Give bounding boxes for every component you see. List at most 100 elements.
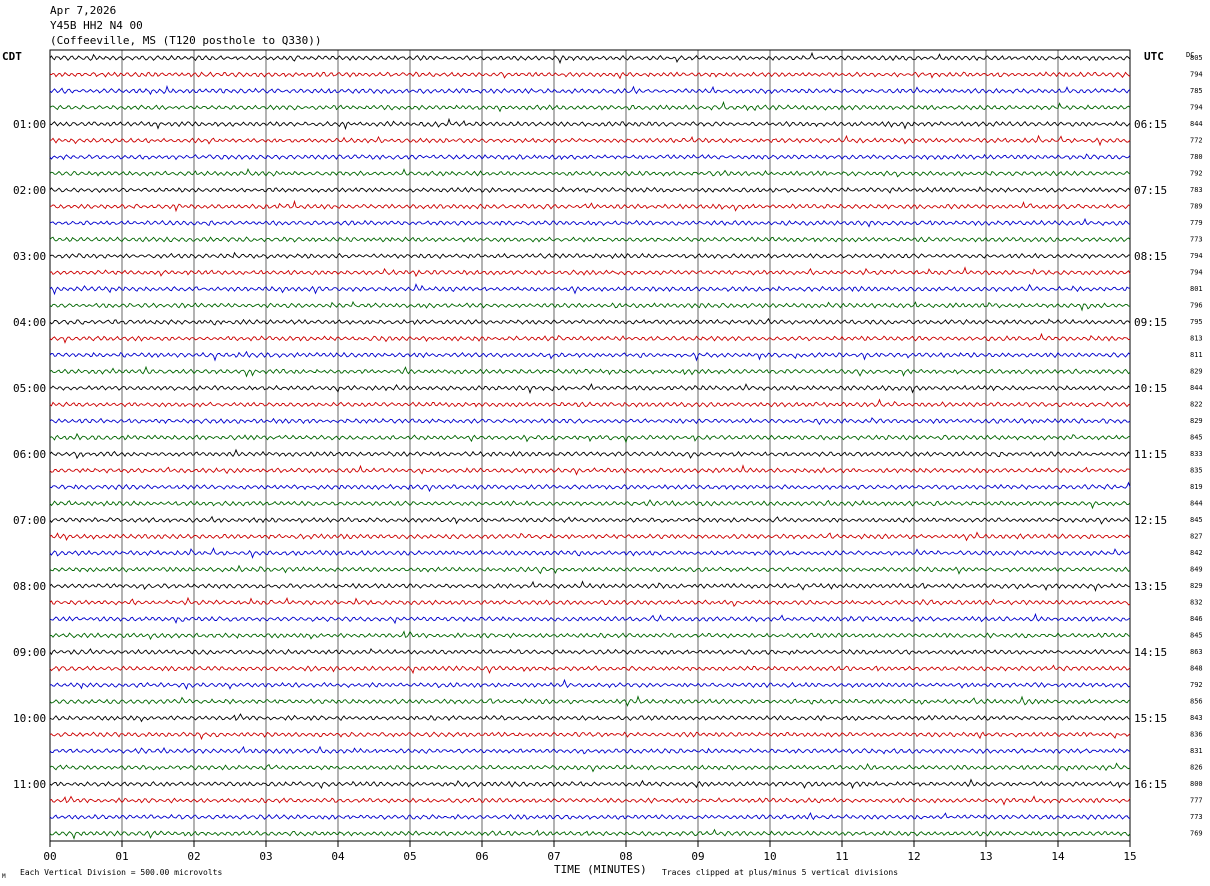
trace-line [49, 383, 1131, 395]
dc-offset-label: 794 [1190, 71, 1203, 79]
dc-offset-label: 842 [1190, 549, 1203, 557]
dc-offset-label: 822 [1190, 401, 1203, 409]
trace-line [49, 332, 1131, 344]
dc-offset-label: 794 [1190, 252, 1203, 260]
dc-offset-label: 779 [1190, 219, 1203, 227]
x-tick-label: 12 [907, 850, 920, 863]
trace-line [49, 731, 1131, 741]
trace-line [49, 398, 1131, 408]
dc-offset-label: 831 [1190, 747, 1203, 755]
left-hour-label: 02:00 [13, 184, 46, 197]
dc-offset-label: 777 [1190, 797, 1203, 805]
x-tick-label: 04 [331, 850, 345, 863]
dc-offset-label: 832 [1190, 599, 1203, 607]
left-hour-label: 06:00 [13, 448, 46, 461]
left-hour-label: 03:00 [13, 250, 46, 263]
dc-offset-label: 800 [1190, 780, 1203, 788]
x-tick-label: 07 [547, 850, 560, 863]
grid-lines [121, 50, 1059, 841]
dc-offset-label: 845 [1190, 516, 1203, 524]
trace-line [49, 417, 1131, 426]
dc-offset-label: 796 [1190, 302, 1203, 310]
trace-line [49, 664, 1131, 675]
dc-offset-label: 833 [1190, 450, 1203, 458]
dc-offset-label: 846 [1190, 615, 1203, 623]
dc-offset-label: 772 [1190, 137, 1203, 145]
right-hour-label: 07:15 [1134, 184, 1167, 197]
x-tick-label: 10 [763, 850, 776, 863]
dc-offset-label: 829 [1190, 417, 1203, 425]
trace-line [49, 153, 1131, 161]
x-tick-label: 13 [979, 850, 992, 863]
dc-offset-label: 827 [1190, 533, 1203, 541]
trace-line [49, 217, 1131, 228]
clip-note: Traces clipped at plus/minus 5 vertical … [662, 868, 898, 877]
dc-offset-label: 844 [1190, 120, 1203, 128]
x-tick-label: 06 [475, 850, 488, 863]
dc-offset-label: 794 [1190, 269, 1203, 277]
trace-line [49, 678, 1131, 690]
x-axis-ticks: 00 01 02 03 04 05 06 07 08 09 10 11 12 13 14 15 [43, 841, 1137, 863]
seismic-traces [49, 51, 1131, 840]
left-hour-label: 04:00 [13, 316, 46, 329]
plot-frame [49, 49, 1131, 842]
left-hour-label: 09:00 [13, 646, 46, 659]
trace-line [49, 580, 1131, 593]
trace-line [50, 630, 1131, 641]
trace-line [49, 547, 1131, 559]
trace-line [49, 762, 1131, 773]
trace-line [49, 531, 1131, 542]
right-hour-label: 11:15 [1134, 448, 1167, 461]
dc-offset-label: 792 [1190, 170, 1203, 178]
trace-line [49, 168, 1131, 178]
x-tick-label: 09 [691, 850, 704, 863]
trace-line [49, 564, 1131, 575]
station-location: (Coffeeville, MS (T120 posthole to Q330)… [50, 34, 322, 47]
right-hour-label: 09:15 [1134, 316, 1167, 329]
dc-offset-label: 848 [1190, 665, 1203, 673]
trace-line [50, 71, 1131, 80]
dc-offset-label: 769 [1190, 830, 1203, 838]
x-tick-label: 02 [187, 850, 200, 863]
dc-offset-label: 789 [1190, 203, 1203, 211]
trace-line [49, 499, 1131, 510]
trace-line [49, 464, 1131, 476]
x-tick-label: 14 [1051, 850, 1065, 863]
right-timezone-label: UTC [1144, 50, 1164, 63]
trace-line [49, 812, 1131, 821]
trace-line [49, 51, 1131, 65]
dc-offset-label: 826 [1190, 764, 1203, 772]
right-hour-label: 15:15 [1134, 712, 1167, 725]
dc-offset-label: 835 [1190, 467, 1203, 475]
trace-line [49, 186, 1131, 194]
left-timezone-label: CDT [2, 50, 22, 63]
left-hour-label: 05:00 [13, 382, 46, 395]
station-code: Y45B HH2 N4 00 [50, 19, 143, 32]
x-tick-label: 01 [115, 850, 128, 863]
dc-offset-label: 805 [1190, 54, 1203, 62]
left-hour-label: 10:00 [13, 712, 46, 725]
dc-offset-label: 773 [1190, 813, 1203, 821]
dc-offset-label: 773 [1190, 236, 1203, 244]
dc-offset-label: 785 [1190, 87, 1203, 95]
trace-line [49, 612, 1131, 625]
trace-line [49, 745, 1131, 755]
trace-line [49, 100, 1131, 113]
trace-line [49, 778, 1131, 790]
trace-line [49, 117, 1131, 131]
corner-mark: M [2, 873, 6, 880]
plot-date: Apr 7,2026 [50, 4, 117, 17]
dc-offset-label: 794 [1190, 104, 1203, 112]
x-tick-label: 08 [619, 850, 632, 863]
trace-line [49, 481, 1131, 493]
trace-line [49, 199, 1131, 213]
right-hour-labels: 06:15 07:15 08:15 09:15 10:15 11:15 12:15 13:15… [1134, 118, 1167, 791]
trace-line [49, 828, 1131, 840]
dc-offset-label: 813 [1190, 335, 1203, 343]
trace-line [49, 84, 1131, 96]
dc-offset-label: 819 [1190, 483, 1203, 491]
trace-line [49, 236, 1131, 243]
right-hour-label: 16:15 [1134, 778, 1167, 791]
trace-line [49, 300, 1131, 312]
dc-offset-label: 795 [1190, 318, 1203, 326]
